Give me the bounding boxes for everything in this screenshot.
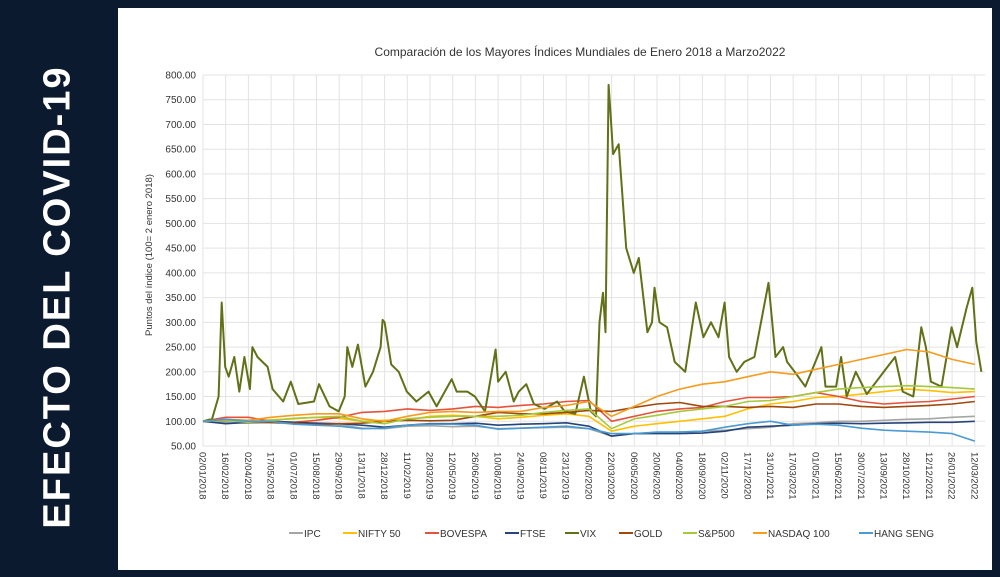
x-tick-label: 26/01/2022 bbox=[946, 452, 957, 500]
y-tick-label: 600.00 bbox=[165, 169, 196, 180]
y-tick-label: 550.00 bbox=[165, 194, 196, 205]
y-tick-label: 750.00 bbox=[165, 95, 196, 106]
series-line-hang-seng bbox=[202, 418, 976, 442]
chart-card bbox=[118, 8, 992, 570]
x-tick-label: 30/07/2021 bbox=[855, 452, 866, 500]
legend-label: NASDAQ 100 bbox=[768, 529, 830, 540]
y-tick-label: 250.00 bbox=[165, 343, 196, 354]
y-axis-label: Puntos del índice (100= 2 enero 2018) bbox=[144, 174, 155, 336]
x-tick-label: 22/03/2020 bbox=[605, 452, 616, 500]
y-tick-label: 450.00 bbox=[165, 244, 196, 255]
x-tick-label: 02/11/2020 bbox=[719, 452, 730, 499]
y-tick-label: 700.00 bbox=[165, 120, 196, 131]
legend-label: IPC bbox=[304, 529, 321, 540]
legend-label: NIFTY 50 bbox=[358, 529, 401, 540]
y-tick-label: 200.00 bbox=[165, 367, 196, 378]
x-tick-label: 17/05/2018 bbox=[265, 452, 276, 500]
y-tick-label: 350.00 bbox=[165, 293, 196, 304]
x-tick-label: 28/03/2019 bbox=[424, 452, 435, 500]
legend-label: HANG SENG bbox=[874, 529, 934, 540]
y-tick-label: 50.00 bbox=[171, 442, 196, 453]
legend-label: VIX bbox=[580, 529, 596, 540]
legend-label: BOVESPA bbox=[440, 529, 487, 540]
x-tick-label: 31/01/2021 bbox=[764, 452, 775, 500]
y-tick-label: 400.00 bbox=[165, 268, 196, 279]
x-tick-label: 20/06/2020 bbox=[651, 452, 662, 500]
y-tick-label: 300.00 bbox=[165, 318, 196, 329]
x-tick-label: 23/12/2019 bbox=[560, 452, 571, 500]
x-tick-label: 15/06/2021 bbox=[832, 452, 843, 500]
x-tick-label: 18/09/2020 bbox=[696, 452, 707, 500]
legend-label: GOLD bbox=[634, 529, 662, 540]
x-tick-label: 10/08/2019 bbox=[492, 452, 503, 500]
series-line-vix bbox=[202, 83, 983, 423]
x-tick-label: 26/06/2019 bbox=[469, 452, 480, 500]
legend-label: S&P500 bbox=[698, 529, 735, 540]
x-tick-label: 15/08/2018 bbox=[310, 452, 321, 500]
y-tick-label: 650.00 bbox=[165, 145, 196, 156]
x-tick-label: 06/05/2020 bbox=[628, 452, 639, 500]
x-tick-label: 08/11/2019 bbox=[537, 452, 548, 499]
x-tick-label: 01/07/2018 bbox=[287, 452, 298, 500]
x-tick-label: 17/03/2021 bbox=[787, 452, 798, 500]
x-tick-label: 29/09/2018 bbox=[333, 452, 344, 500]
x-tick-label: 28/12/2018 bbox=[378, 452, 389, 500]
y-tick-label: 500.00 bbox=[165, 219, 196, 230]
x-tick-label: 12/03/2022 bbox=[968, 452, 979, 500]
y-tick-label: 100.00 bbox=[165, 417, 196, 428]
x-tick-label: 13/11/2018 bbox=[355, 452, 366, 499]
x-tick-label: 11/02/2019 bbox=[401, 452, 412, 499]
x-tick-label: 02/01/2018 bbox=[197, 452, 208, 500]
x-tick-label: 17/12/2020 bbox=[741, 452, 752, 500]
y-tick-label: 800.00 bbox=[165, 71, 196, 82]
series-line-nasdaq-100 bbox=[202, 348, 975, 423]
x-tick-label: 12/12/2021 bbox=[923, 452, 934, 500]
series-line-s-p500 bbox=[202, 384, 975, 430]
x-tick-label: 01/05/2021 bbox=[809, 452, 820, 500]
x-tick-label: 16/02/2018 bbox=[219, 452, 230, 500]
x-tick-label: 12/05/2019 bbox=[446, 452, 457, 500]
x-tick-label: 13/09/2021 bbox=[878, 452, 889, 500]
legend-label: FTSE bbox=[520, 529, 546, 540]
x-tick-label: 24/09/2019 bbox=[514, 452, 525, 500]
y-tick-label: 150.00 bbox=[165, 392, 196, 403]
x-tick-label: 28/10/2021 bbox=[900, 452, 911, 500]
chart-title: Comparación de los Mayores Índices Mundi… bbox=[375, 44, 786, 59]
x-tick-label: 06/02/2020 bbox=[582, 452, 593, 500]
x-tick-label: 02/04/2018 bbox=[242, 452, 253, 500]
series-line-gold bbox=[202, 400, 975, 426]
x-tick-label: 04/08/2020 bbox=[673, 452, 684, 500]
